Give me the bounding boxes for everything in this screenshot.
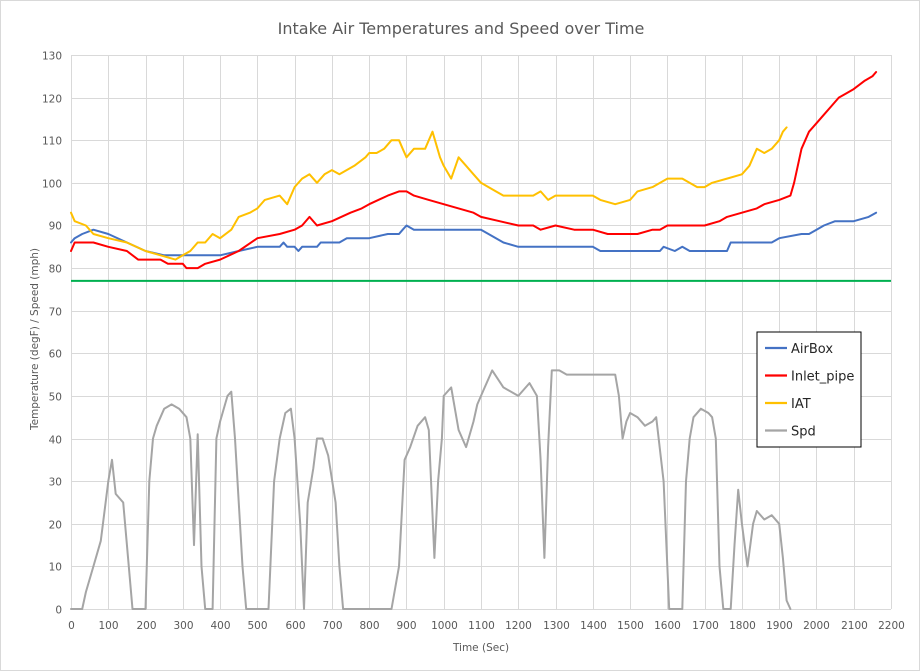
chart-title: Intake Air Temperatures and Speed over T…: [278, 19, 645, 38]
x-tick-label: 1400: [580, 620, 607, 632]
x-tick-label: 1100: [468, 620, 495, 632]
y-tick-label: 100: [42, 179, 62, 191]
legend-label: AirBox: [791, 342, 833, 357]
legend: AirBox Inlet_pipe IAT Spd: [756, 331, 862, 448]
series-line-airbox: [70, 211, 878, 257]
y-tick-label: 120: [42, 94, 62, 106]
legend-label: Inlet_pipe: [791, 370, 854, 385]
y-tick-label: 80: [49, 264, 62, 276]
y-tick-label: 0: [55, 605, 62, 617]
legend-label: IAT: [791, 397, 811, 412]
x-tick-label: 0: [68, 620, 75, 632]
x-tick-label: 1600: [654, 620, 681, 632]
y-tick-label: 40: [49, 435, 62, 447]
x-axis-label: Time (Sec): [452, 642, 509, 654]
x-tick-label: 1900: [766, 620, 793, 632]
legend-box: [756, 331, 862, 448]
x-tick-label: 700: [322, 620, 342, 632]
x-tick-label: 2200: [878, 620, 905, 632]
y-tick-label: 60: [49, 349, 62, 361]
y-axis-ticks: 0 10 20 30 40 50 60 70 80 90 100 110 120 130: [42, 51, 62, 617]
legend-label: Spd: [791, 425, 816, 440]
x-tick-label: 1700: [692, 620, 719, 632]
x-tick-label: 1000: [431, 620, 458, 632]
x-tick-label: 1200: [505, 620, 532, 632]
series-group: [70, 71, 878, 610]
x-tick-label: 1300: [543, 620, 570, 632]
x-tick-label: 1800: [729, 620, 756, 632]
y-tick-label: 20: [49, 520, 62, 532]
x-tick-label: 100: [98, 620, 118, 632]
y-tick-label: 10: [49, 562, 62, 574]
series-line-spd: [70, 369, 792, 610]
y-tick-label: 110: [42, 136, 62, 148]
y-tick-label: 90: [49, 221, 62, 233]
series-line-iat: [70, 126, 788, 261]
x-tick-label: 900: [396, 620, 416, 632]
x-tick-label: 300: [173, 620, 193, 632]
series-line-inlet-pipe: [70, 71, 878, 270]
gridlines: [71, 55, 892, 610]
x-tick-label: 1500: [617, 620, 644, 632]
y-tick-label: 30: [49, 477, 62, 489]
y-tick-label: 70: [49, 307, 62, 319]
x-tick-label: 400: [210, 620, 230, 632]
x-tick-label: 800: [359, 620, 379, 632]
x-tick-label: 600: [285, 620, 305, 632]
x-tick-label: 200: [136, 620, 156, 632]
y-axis-label: Temperature (degF) / Speed (mph): [29, 248, 41, 431]
y-tick-label: 130: [42, 51, 62, 63]
x-axis-ticks: 0 100 200 300 400 500 600 700 800 900 1000 1100 1200…: [68, 620, 905, 632]
x-tick-label: 2000: [803, 620, 830, 632]
x-tick-label: 500: [247, 620, 267, 632]
x-tick-label: 2100: [841, 620, 868, 632]
y-tick-label: 50: [49, 392, 62, 404]
